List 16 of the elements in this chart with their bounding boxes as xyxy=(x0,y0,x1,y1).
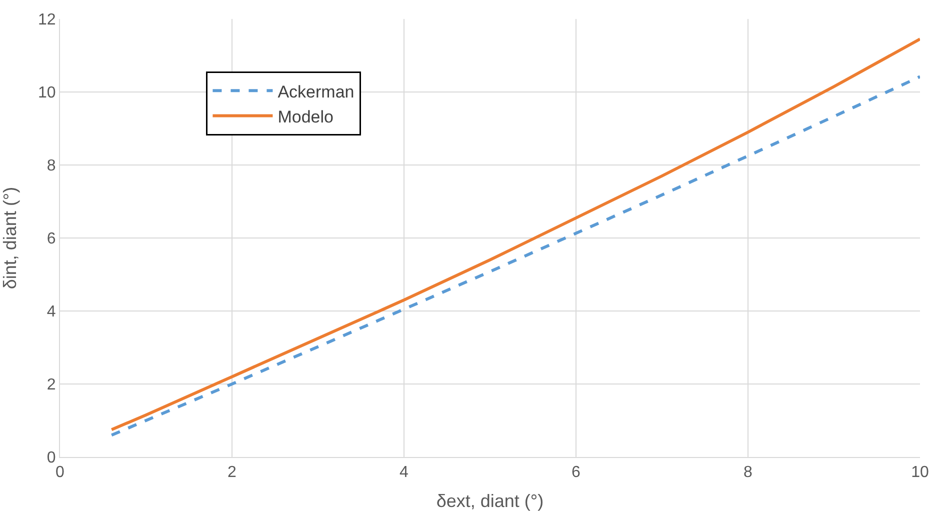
x-tick-label: 4 xyxy=(400,464,409,482)
legend-label: Modelo xyxy=(278,107,334,126)
x-axis-title: δext, diant (°) xyxy=(436,491,544,511)
legend-label: Ackerman xyxy=(278,82,354,102)
x-tick-label: 2 xyxy=(228,464,237,482)
y-tick-label: 4 xyxy=(46,304,56,321)
y-axis-title: δint, diant (°) xyxy=(0,186,20,290)
y-tick-label: 10 xyxy=(38,84,56,102)
x-tick-label: 8 xyxy=(744,464,753,482)
x-tick-label: 6 xyxy=(572,464,581,482)
y-tick-label: 8 xyxy=(46,158,56,175)
y-tick-label: 12 xyxy=(38,12,56,29)
y-tick-label: 6 xyxy=(46,230,56,248)
y-tick-label: 2 xyxy=(46,376,56,394)
x-tick-label: 10 xyxy=(911,464,929,482)
y-tick-label: 0 xyxy=(46,450,56,467)
